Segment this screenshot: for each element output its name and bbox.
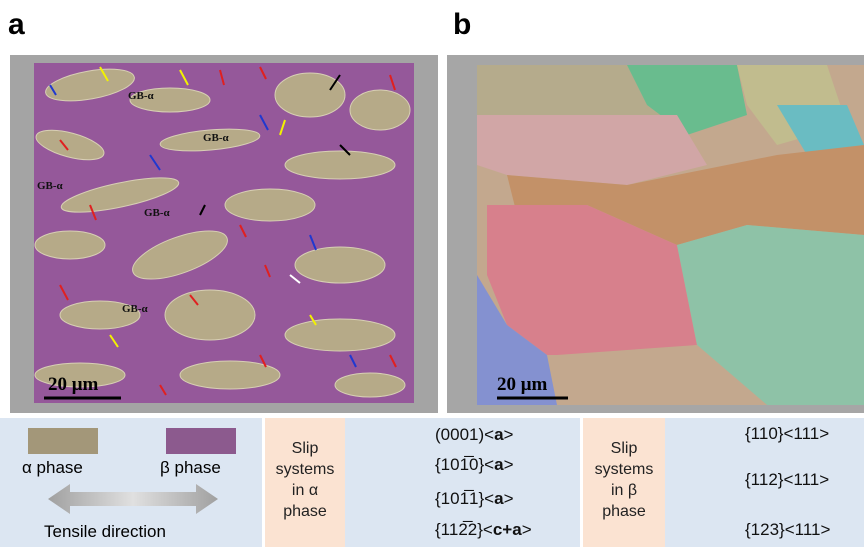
panel-label: a bbox=[8, 8, 25, 42]
slip-label: {112̅2}<c+a> bbox=[435, 520, 532, 540]
slip-label-part: {110}<111> bbox=[745, 424, 829, 443]
slip-label-part: a bbox=[494, 489, 503, 508]
slip-label-part: a bbox=[494, 425, 503, 444]
phase-legend: α phase β phase Tensile direction bbox=[0, 418, 262, 547]
slip-label: {101̅0}<a> bbox=[435, 455, 514, 475]
slip-label: {101̅1}<a> bbox=[435, 489, 514, 509]
slip-label-part: {101̅0}< bbox=[435, 455, 494, 474]
scale-bar-label: 20 μm bbox=[497, 374, 548, 395]
slip-label-part: > bbox=[522, 520, 532, 539]
tensile-label: Tensile direction bbox=[44, 522, 166, 542]
slip-label-part: {112̅2}< bbox=[435, 520, 493, 539]
slip-title-line: Slip bbox=[265, 438, 345, 459]
slip-label-part: {101̅1}< bbox=[435, 489, 494, 508]
slip-label: {112}<111> bbox=[745, 470, 829, 490]
slip-title-line: phase bbox=[265, 501, 345, 522]
slip-label-part: > bbox=[504, 425, 514, 444]
slip-items: {110}<111> {112}<111> {123}<111> bbox=[665, 418, 864, 547]
panel-label: b bbox=[453, 8, 471, 42]
slip-label-part: a bbox=[494, 455, 503, 474]
annotation: GB-α bbox=[122, 303, 149, 315]
slip-title-line: systems bbox=[583, 459, 665, 480]
slip-label-part: {112}<111> bbox=[745, 470, 829, 489]
slip-items: (0001)<a>{101̅0}<a>{101̅1}<a>{112̅2}<c+a… bbox=[345, 418, 580, 547]
annotation: GB-α bbox=[37, 180, 64, 192]
slip-label-part: (0001)< bbox=[435, 425, 494, 444]
slip-label: {110}<111> bbox=[745, 424, 829, 444]
phase-name: β phase bbox=[160, 458, 221, 478]
page: a b GB-α GB-α GB-α bbox=[0, 0, 864, 547]
slip-title-line: phase bbox=[583, 501, 665, 522]
micrograph-a: GB-α GB-α GB-α GB-α GB-α 20 μm bbox=[10, 55, 438, 413]
annotation: GB-α bbox=[128, 90, 155, 102]
slip-title-line: in α bbox=[265, 480, 345, 501]
tensile-arrow bbox=[48, 484, 218, 514]
slip-title-line: in β bbox=[583, 480, 665, 501]
phase-swatch bbox=[166, 428, 236, 454]
slip-label-part: > bbox=[504, 455, 514, 474]
slip-title-line: Slip bbox=[583, 438, 665, 459]
phase-name: α phase bbox=[22, 458, 83, 478]
phase-swatch bbox=[28, 428, 98, 454]
slip-label-part: c+a bbox=[493, 520, 522, 539]
slip-title-line: systems bbox=[265, 459, 345, 480]
slip-label: (0001)<a> bbox=[435, 425, 513, 445]
slip-label-part: {123}<111> bbox=[745, 520, 830, 539]
micrograph-b: 20 μm bbox=[447, 55, 864, 413]
scale-bar-label: 20 μm bbox=[48, 374, 99, 395]
annotation: GB-α bbox=[144, 207, 171, 219]
slip-label-part: > bbox=[504, 489, 514, 508]
slip-label: {123}<111> bbox=[745, 520, 830, 540]
annotation: GB-α bbox=[203, 132, 230, 144]
